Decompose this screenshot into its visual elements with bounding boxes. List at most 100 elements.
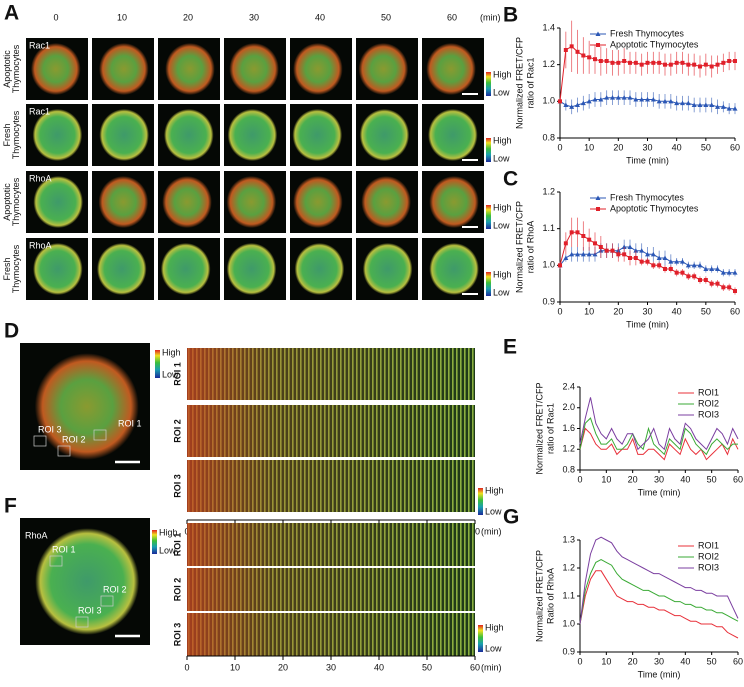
cell (30, 42, 81, 96)
marker (680, 259, 685, 264)
y-tick-label: 1.2 (542, 186, 555, 196)
probe-label: RhoA (29, 240, 52, 250)
y-tick-label: 1.3 (562, 534, 575, 544)
marker (692, 62, 697, 67)
panel-letter: G (503, 506, 519, 529)
y-tick-label: 1.0 (542, 96, 555, 106)
marker (733, 59, 737, 63)
kymograph-shade (187, 348, 475, 400)
marker (720, 270, 726, 275)
marker (674, 270, 679, 275)
roi-box (33, 435, 47, 447)
x-tick-label: 30 (654, 656, 664, 666)
kymo-tick-label: 20 (278, 662, 288, 672)
row-label-line: Thymocytes (11, 110, 21, 159)
kymograph-shade (187, 460, 475, 512)
marker (558, 263, 562, 268)
panel-letter: F (4, 495, 17, 518)
marker (674, 60, 679, 65)
cell (428, 108, 478, 162)
row-label: ApoptoticThymocytes (2, 177, 21, 226)
row-label: ApoptoticThymocytes (2, 44, 21, 93)
y-tick-label: 1.6 (562, 423, 575, 433)
cell (362, 242, 413, 296)
cell (35, 528, 140, 635)
legend-label: ROI2 (698, 398, 719, 408)
marker (733, 289, 737, 293)
cell (292, 108, 343, 162)
marker (668, 259, 674, 264)
y-tick-label: 1.4 (542, 22, 555, 32)
colorbar (486, 205, 491, 229)
marker (656, 98, 662, 104)
marker (720, 104, 726, 109)
legend-label: ROI3 (698, 409, 719, 419)
roi-box (100, 595, 114, 607)
marker (598, 59, 603, 63)
marker (627, 244, 633, 249)
marker (651, 60, 656, 65)
kymo-row-label: ROI 2 (172, 419, 182, 443)
kymo-tick-label: 0 (184, 662, 189, 672)
marker (645, 251, 650, 257)
marker (721, 285, 726, 290)
marker (592, 97, 598, 102)
marker (709, 64, 714, 69)
roi-label: ROI 3 (78, 605, 102, 615)
y-tick-label: 0.9 (562, 646, 575, 656)
marker (715, 281, 720, 286)
marker (721, 60, 726, 65)
x-axis-label: Time (min) (638, 669, 681, 679)
marker (563, 255, 569, 260)
x-tick-label: 20 (613, 142, 623, 152)
cell (33, 175, 84, 229)
marker (650, 251, 656, 257)
time-label: 50 (381, 12, 391, 22)
colorbar-low: Low (159, 545, 176, 555)
marker (685, 100, 691, 106)
cell (429, 242, 479, 296)
roi-label: ROI 2 (103, 584, 127, 594)
marker (569, 230, 574, 235)
cell (429, 175, 479, 229)
marker (616, 60, 621, 65)
marker (569, 251, 575, 257)
kymo-tick-label: 10 (230, 662, 240, 672)
legend-marker (596, 207, 600, 211)
colorbar (478, 488, 483, 515)
cell (361, 175, 411, 229)
roi-label: ROI 3 (38, 424, 62, 434)
marker (732, 270, 738, 275)
marker (645, 259, 650, 264)
colorbar-low: Low (493, 87, 510, 97)
probe-label: RhoA (29, 173, 52, 183)
marker (604, 59, 609, 63)
x-tick-label: 40 (672, 142, 682, 152)
colorbar-high: High (162, 347, 181, 357)
x-axis-label: Time (min) (638, 487, 681, 497)
time-label: 30 (249, 12, 259, 22)
time-unit: (min) (480, 12, 501, 22)
marker (726, 270, 732, 275)
cell (165, 42, 215, 96)
marker (628, 60, 632, 65)
marker (663, 267, 667, 271)
marker (697, 102, 703, 107)
kymo-row-label: ROI 3 (172, 474, 182, 498)
marker (586, 98, 592, 104)
y-axis-label: Normalized FRET/CFP (534, 550, 544, 642)
marker (622, 252, 627, 257)
cell (34, 353, 139, 460)
x-tick-label: 20 (628, 474, 638, 484)
marker (656, 255, 662, 260)
x-tick-label: 60 (730, 142, 740, 152)
x-tick-label: 30 (654, 474, 664, 484)
marker (639, 248, 645, 253)
marker (610, 95, 615, 100)
y-tick-label: 1.0 (562, 618, 575, 628)
colorbar-low: Low (485, 643, 502, 653)
marker (709, 281, 714, 286)
marker (587, 237, 592, 242)
marker (598, 97, 604, 102)
